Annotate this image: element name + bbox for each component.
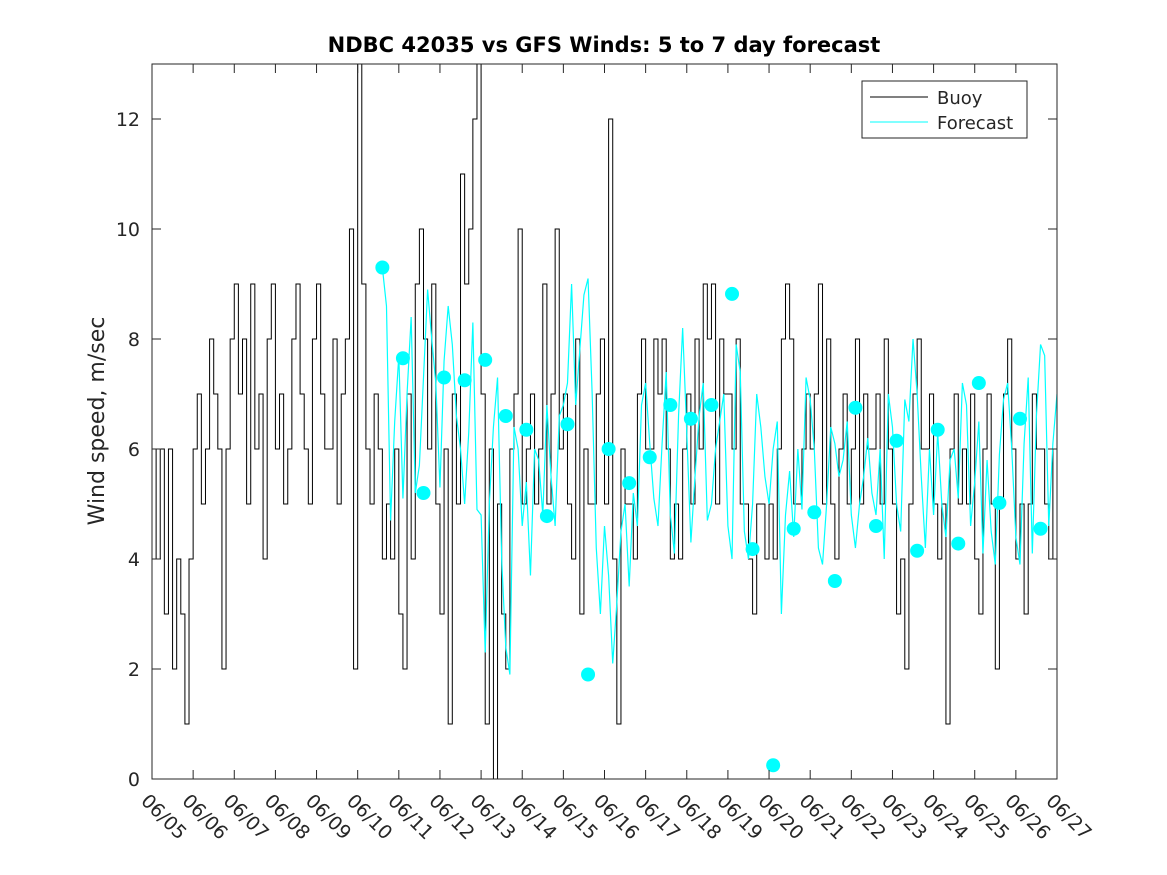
x-tick-label: 06/16 xyxy=(589,790,643,844)
forecast-marker xyxy=(725,286,740,301)
forecast-marker xyxy=(889,433,904,448)
forecast-marker xyxy=(437,370,452,385)
x-tick-label: 06/17 xyxy=(630,790,684,844)
forecast-marker xyxy=(663,398,678,412)
series-layer xyxy=(152,64,1057,779)
x-tick-label: 06/25 xyxy=(959,790,1013,844)
legend-box xyxy=(861,80,1028,139)
forecast-marker xyxy=(601,442,616,456)
x-tick-label: 06/22 xyxy=(836,790,890,844)
forecast-marker xyxy=(1033,521,1048,536)
y-tick-label: 0 xyxy=(128,769,140,791)
legend: Buoy Forecast xyxy=(861,80,1028,139)
x-tick-label: 06/21 xyxy=(795,790,849,844)
forecast-marker xyxy=(539,509,554,524)
forecast-marker xyxy=(1012,411,1027,426)
forecast-marker xyxy=(930,422,945,437)
x-tick-label: 06/23 xyxy=(877,790,931,844)
forecast-marker xyxy=(848,400,863,415)
x-tick-label: 06/24 xyxy=(918,790,972,844)
forecast-marker xyxy=(519,422,534,437)
forecast-marker xyxy=(827,574,842,588)
forecast-marker xyxy=(807,505,822,520)
y-tick-label: 10 xyxy=(116,219,140,241)
forecast-marker xyxy=(478,352,493,367)
forecast-marker xyxy=(683,411,698,426)
forecast-marker xyxy=(375,260,390,275)
y-tick-label: 6 xyxy=(128,439,140,461)
forecast-marker xyxy=(910,543,925,558)
x-tick-label: 06/11 xyxy=(383,790,437,844)
x-tick-label: 06/15 xyxy=(548,790,602,844)
forecast-marker xyxy=(786,521,801,536)
x-tick-label: 06/13 xyxy=(466,790,520,844)
forecast-marker xyxy=(581,667,596,682)
forecast-marker xyxy=(951,536,966,551)
x-tick-label: 06/27 xyxy=(1041,790,1095,844)
y-tick-label: 2 xyxy=(128,659,140,681)
forecast-marker xyxy=(971,376,986,390)
x-tick-label: 06/07 xyxy=(219,790,273,844)
y-axis-label: Wind speed, m/sec xyxy=(85,317,110,526)
chart-title: NDBC 42035 vs GFS Winds: 5 to 7 day fore… xyxy=(328,33,881,57)
y-tick-label: 12 xyxy=(116,109,140,131)
x-tick-label: 06/05 xyxy=(136,790,190,844)
forecast-marker xyxy=(560,417,575,432)
forecast-marker xyxy=(642,450,657,465)
forecast-marker xyxy=(992,495,1007,510)
y-tick-label: 8 xyxy=(128,329,140,351)
forecast-marker xyxy=(498,409,513,423)
legend-label-buoy: Buoy xyxy=(937,88,983,109)
forecast-marker xyxy=(745,542,760,557)
x-tick-label: 06/20 xyxy=(754,790,808,844)
forecast-marker xyxy=(395,351,410,366)
forecast-marker xyxy=(704,398,719,412)
forecast-marker xyxy=(416,486,431,500)
forecast-marker xyxy=(766,758,781,773)
x-tick-label: 06/10 xyxy=(342,790,396,844)
x-tick-label: 06/19 xyxy=(712,790,766,844)
forecast-marker xyxy=(622,476,637,491)
forecast-series-line xyxy=(381,267,1057,675)
x-tick-label: 06/08 xyxy=(260,790,314,844)
forecast-marker xyxy=(457,373,472,388)
y-tick-label: 4 xyxy=(128,549,140,571)
x-tick-label: 06/18 xyxy=(671,790,725,844)
x-tick-label: 06/09 xyxy=(301,790,355,844)
x-tick-label: 06/26 xyxy=(1000,790,1054,844)
legend-label-forecast: Forecast xyxy=(937,113,1013,134)
forecast-marker xyxy=(869,519,883,533)
x-tick-label: 06/06 xyxy=(178,790,232,844)
x-tick-label: 06/14 xyxy=(507,790,561,844)
x-tick-label: 06/12 xyxy=(424,790,478,844)
buoy-series-line xyxy=(152,64,1057,779)
